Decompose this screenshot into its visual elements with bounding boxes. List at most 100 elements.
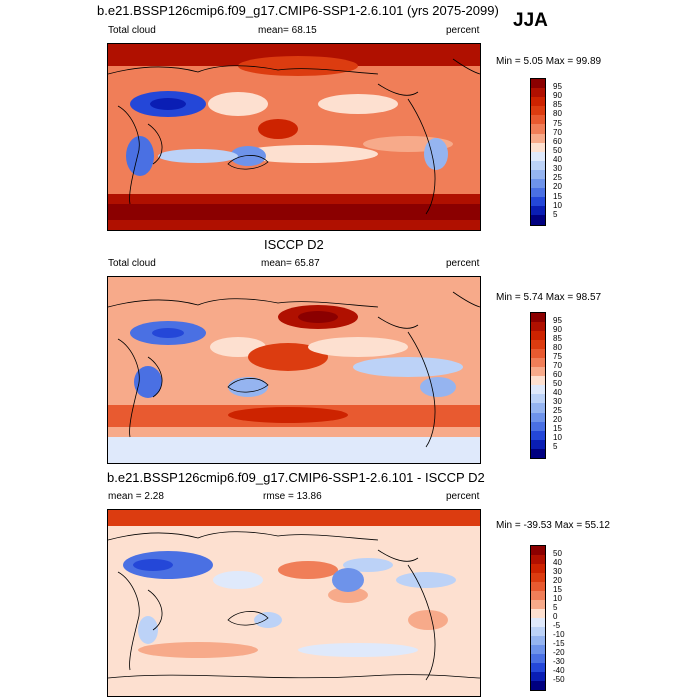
panel2-map xyxy=(107,276,481,464)
panel2-colorbar-tick: 15 xyxy=(553,424,562,433)
panel2-colorbar-tick: 75 xyxy=(553,352,562,361)
panel2-colorbar-tick: 10 xyxy=(553,433,562,442)
panel3-colorbar xyxy=(530,545,546,691)
panel1-colorbar-box xyxy=(531,188,545,198)
panel3-colorbar-box xyxy=(531,663,545,672)
panel1-colorbar-tick: 70 xyxy=(553,128,562,137)
panel2-colorbar-box xyxy=(531,394,545,404)
panel1-colorbar-tick: 25 xyxy=(553,173,562,182)
panel1-mean-label: mean= 68.15 xyxy=(258,25,317,36)
panel3-map xyxy=(107,509,481,697)
panel2-colorbar-tick: 20 xyxy=(553,415,562,424)
panel3-colorbar-tick: -10 xyxy=(553,630,565,639)
panel3-units-label: percent xyxy=(446,491,480,502)
panel2-colorbar-box xyxy=(531,439,545,449)
panel3-colorbar-tick: -15 xyxy=(553,639,565,648)
panel2-colorbar-tick: 30 xyxy=(553,397,562,406)
panel3-colorbar-box xyxy=(531,582,545,591)
panel3-rmse-label: rmse = 13.86 xyxy=(263,491,322,502)
panel3-minmax-label: Min = -39.53 Max = 55.12 xyxy=(496,520,610,531)
panel2-colorbar-box xyxy=(531,412,545,422)
panel1-left-label: Total cloud xyxy=(108,25,156,36)
panel3-colorbar-box xyxy=(531,681,545,690)
panel3-colorbar-tick: -40 xyxy=(553,666,565,675)
panel1-colorbar-tick: 15 xyxy=(553,192,562,201)
panel1-colorbar-box xyxy=(531,79,545,89)
panel2-colorbar-box xyxy=(531,367,545,377)
panel1-colorbar-box xyxy=(531,106,545,116)
panel2-colorbar-tick: 85 xyxy=(553,334,562,343)
panel2-title: ISCCP D2 xyxy=(264,237,324,252)
panel1-colorbar-tick: 20 xyxy=(553,182,562,191)
panel1-colorbar-box xyxy=(531,160,545,170)
panel2-colorbar-tick: 70 xyxy=(553,361,562,370)
panel3-colorbar-tick: 40 xyxy=(553,558,562,567)
panel2-colorbar-box xyxy=(531,376,545,386)
panel3-colorbar-box xyxy=(531,564,545,573)
panel2-units-label: percent xyxy=(446,258,480,269)
panel1-colorbar-box xyxy=(531,169,545,180)
panel3-colorbar-tick: 15 xyxy=(553,585,562,594)
panel3-colorbar-tick: 30 xyxy=(553,567,562,576)
panel3-colorbar-tick: -20 xyxy=(553,648,565,657)
panel2-colorbar-box xyxy=(531,430,545,440)
panel3-colorbar-box xyxy=(531,654,545,663)
panel2-colorbar-box xyxy=(531,385,545,395)
panel3-colorbar-box xyxy=(531,591,545,600)
panel1-colorbar-box xyxy=(531,215,545,225)
panel1-map xyxy=(107,43,481,231)
panel1-colorbar-tick: 10 xyxy=(553,201,562,210)
panel3-colorbar-tick: 10 xyxy=(553,594,562,603)
panel1-colorbar-box xyxy=(531,179,545,189)
panel3-title: b.e21.BSSP126cmip6.f09_g17.CMIP6-SSP1-2.… xyxy=(107,470,485,485)
panel3-colorbar-box xyxy=(531,618,545,627)
panel2-colorbar-tick: 80 xyxy=(553,343,562,352)
panel2-colorbar-tick: 5 xyxy=(553,442,558,451)
panel2-colorbar-tick: 40 xyxy=(553,388,562,397)
panel1-colorbar-tick: 5 xyxy=(553,210,558,219)
panel1-colorbar-tick: 50 xyxy=(553,146,562,155)
panel1-colorbar-box xyxy=(531,133,545,143)
season-label: JJA xyxy=(513,10,548,31)
panel2-colorbar-box xyxy=(531,313,545,323)
panel1-colorbar-box xyxy=(531,88,545,98)
panel3-colorbar-box xyxy=(531,636,545,645)
panel3-colorbar-tick: -30 xyxy=(553,657,565,666)
panel1-units-label: percent xyxy=(446,25,480,36)
panel2-colorbar-tick: 25 xyxy=(553,406,562,415)
panel3-colorbar-tick: 20 xyxy=(553,576,562,585)
panel1-minmax-label: Min = 5.05 Max = 99.89 xyxy=(496,56,602,67)
panel3-colorbar-box xyxy=(531,645,545,654)
panel3-left-label: mean = 2.28 xyxy=(108,491,164,502)
panel2-colorbar-box xyxy=(531,340,545,350)
panel2-colorbar-tick: 90 xyxy=(553,325,562,334)
panel3-colorbar-tick: -50 xyxy=(553,675,565,684)
panel1-colorbar-tick: 30 xyxy=(553,164,562,173)
panel3-colorbar-tick: 50 xyxy=(553,549,562,558)
panel3-colorbar-box xyxy=(531,672,545,681)
panel2-colorbar-box xyxy=(531,358,545,368)
panel2-colorbar-box xyxy=(531,448,545,458)
panel1-colorbar-tick: 95 xyxy=(553,82,562,91)
panel1-colorbar-box xyxy=(531,197,545,207)
panel2-mean-label: mean= 65.87 xyxy=(261,258,320,269)
panel2-colorbar-box xyxy=(531,403,545,413)
panel1-colorbar-box xyxy=(531,124,545,134)
panel1-title: b.e21.BSSP126cmip6.f09_g17.CMIP6-SSP1-2.… xyxy=(97,3,499,18)
panel3-colorbar-box xyxy=(531,609,545,618)
panel1-colorbar-box xyxy=(531,115,545,125)
panel2-colorbar-box xyxy=(531,349,545,359)
panel3-colorbar-tick: 5 xyxy=(553,603,558,612)
panel3-colorbar-box xyxy=(531,546,545,555)
panel2-colorbar-box xyxy=(531,331,545,341)
panel1-colorbar-tick: 75 xyxy=(553,119,562,128)
panel1-colorbar-box xyxy=(531,206,545,216)
panel1-colorbar xyxy=(530,78,546,226)
panel2-colorbar-box xyxy=(531,322,545,332)
panel2-colorbar-tick: 95 xyxy=(553,316,562,325)
panel1-colorbar-box xyxy=(531,142,545,152)
panel3-colorbar-box xyxy=(531,573,545,582)
panel2-colorbar xyxy=(530,312,546,459)
panel1-colorbar-box xyxy=(531,151,545,161)
panel1-colorbar-tick: 40 xyxy=(553,155,562,164)
